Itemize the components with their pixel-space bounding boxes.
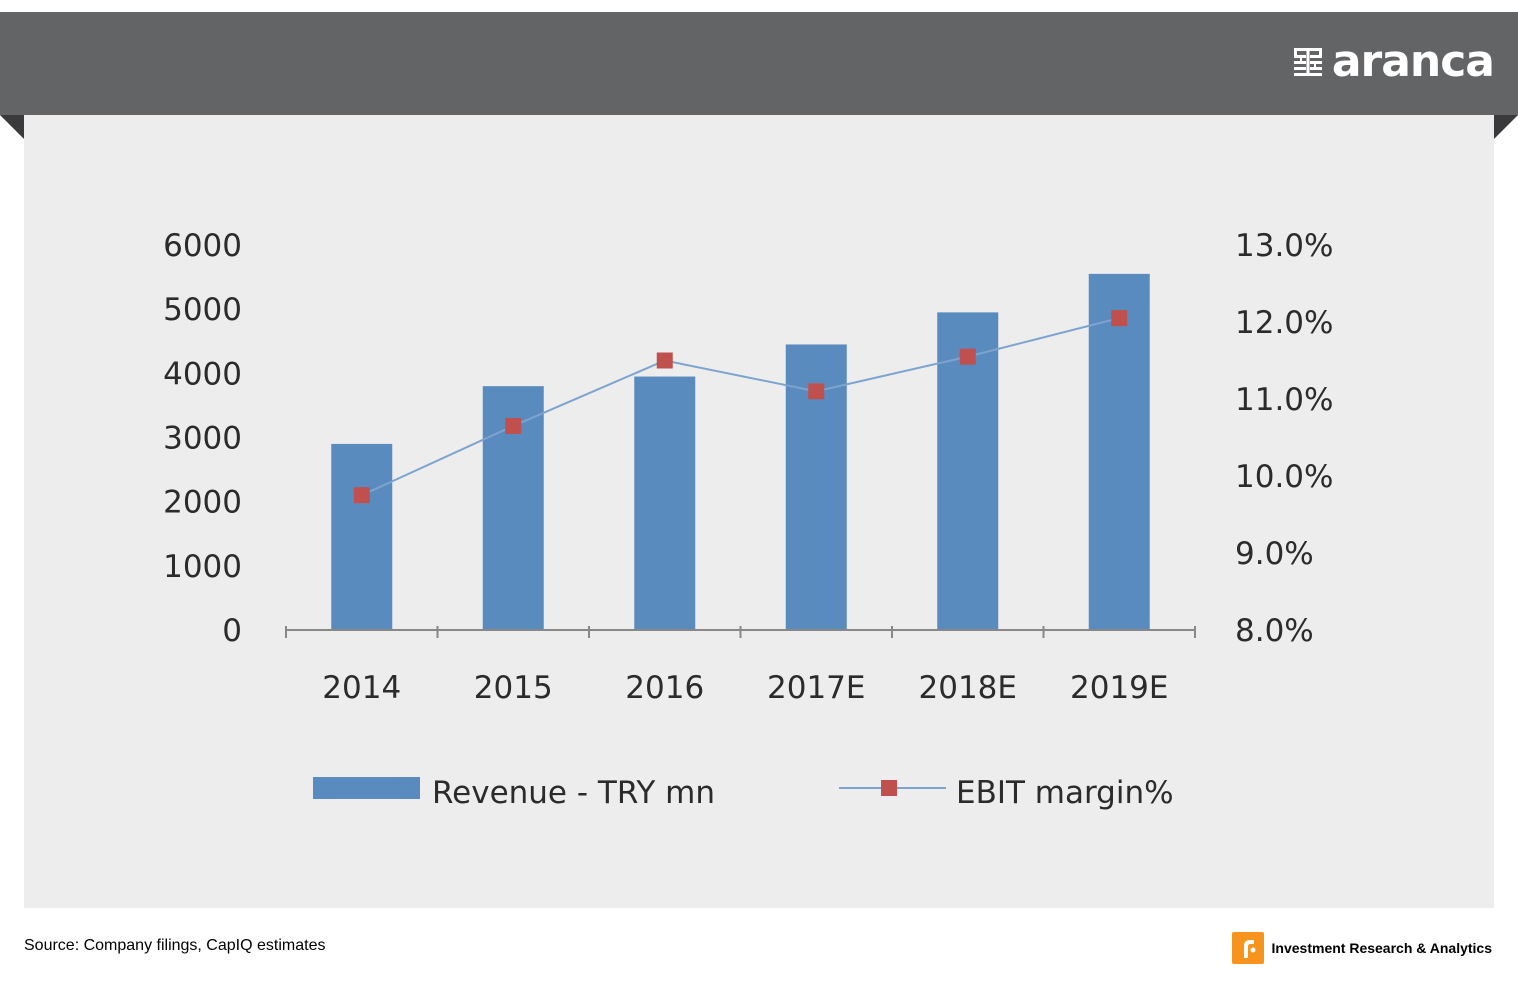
y-right-tick-label: 12.0%	[1235, 305, 1333, 341]
bar-2014	[331, 443, 393, 630]
x-tick-label: 2014	[322, 670, 401, 706]
investment-logo-icon	[1231, 932, 1264, 964]
x-tick-label: 2019E	[1070, 670, 1168, 706]
brand-logo: aranca	[1292, 36, 1495, 87]
legend-revenue-swatch	[313, 777, 420, 799]
brand-name: aranca	[1331, 36, 1495, 87]
y-left-tick-label: 0	[222, 613, 242, 649]
x-tick-label: 2016	[625, 670, 704, 706]
ebit-marker-2016	[656, 352, 673, 369]
y-right-tick-label: 9.0%	[1235, 536, 1314, 572]
ebit-marker-2017E	[808, 383, 825, 400]
source-note: Source: Company filings, CapIQ estimates	[24, 937, 326, 954]
ebit-margin-line	[361, 317, 1120, 497]
y-left-tick-label: 3000	[163, 421, 242, 457]
legend-ebit-marker	[881, 780, 897, 796]
aranca-grid-icon	[1293, 48, 1322, 76]
legend-ebit-label: EBIT margin%	[956, 775, 1174, 811]
x-tick-label: 2018E	[919, 670, 1017, 706]
y-left-tick-label: 1000	[163, 549, 242, 585]
y-left-tick-label: 2000	[163, 485, 242, 521]
header-fold-left	[0, 115, 24, 139]
y-right-tick-label: 11.0%	[1235, 382, 1333, 418]
y-right-tick-label: 10.0%	[1235, 459, 1333, 495]
ebit-marker-2014	[353, 487, 370, 504]
chart-panel: 2014 2015 2016 2017E 2018E 2019E 0 1000 2000 3000…	[24, 115, 1494, 908]
ebit-marker-2015	[505, 417, 522, 434]
bar-2019E	[1088, 273, 1150, 630]
y-right-tick-label: 13.0%	[1235, 228, 1333, 264]
y-right-tick-label: 8.0%	[1235, 613, 1314, 649]
bar-2018E	[937, 312, 999, 630]
y-left-tick-label: 5000	[163, 292, 242, 328]
y-left-tick-label: 4000	[163, 356, 242, 392]
footer-brand: Investment Research & Analytics	[1231, 932, 1492, 964]
x-tick-label: 2015	[474, 670, 553, 706]
header-bar	[0, 12, 1518, 115]
combo-chart: 2014 2015 2016 2017E 2018E 2019E 0 1000 2000 3000…	[163, 228, 1333, 811]
y-left-tick-label: 6000	[163, 228, 242, 264]
x-tick-label: 2017E	[767, 670, 865, 706]
bar-2016	[634, 376, 696, 630]
header-fold-right	[1494, 115, 1518, 139]
legend-revenue-label: Revenue - TRY mn	[432, 775, 715, 811]
ebit-marker-2019E	[1111, 310, 1128, 327]
footer-tagline: Investment Research & Analytics	[1271, 940, 1492, 956]
ebit-marker-2018E	[959, 348, 976, 365]
